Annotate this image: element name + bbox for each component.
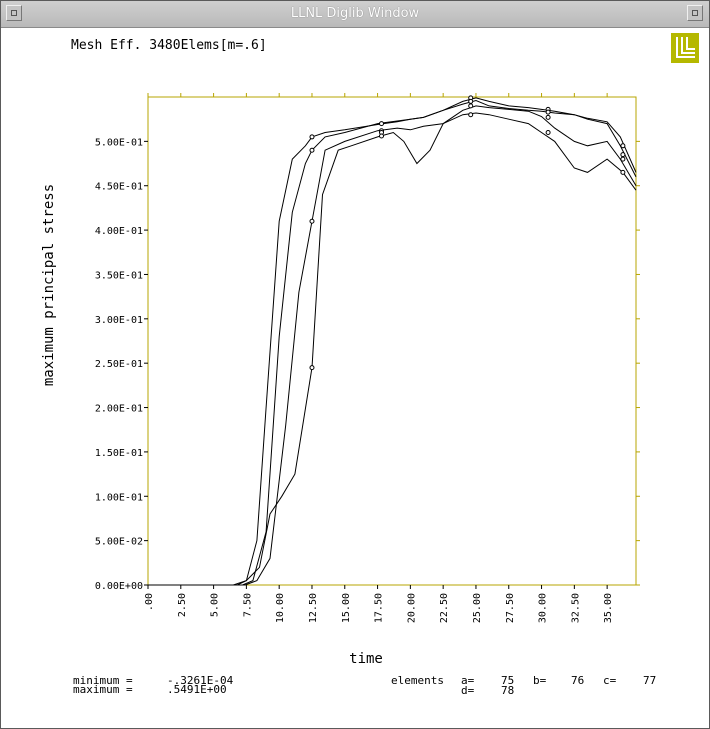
x-tick-label: 30.00 <box>538 593 549 623</box>
y-axis-label: maximum principal stress <box>41 184 57 386</box>
y-tick-label: 3.50E-01 <box>95 270 143 281</box>
y-tick-label: 5.00E-02 <box>95 537 143 548</box>
data-point-marker <box>309 147 315 153</box>
element-d-label: d= <box>461 684 475 697</box>
maximize-icon <box>692 10 698 16</box>
y-tick-label: 4.00E-01 <box>95 226 143 237</box>
data-point-marker <box>545 109 551 115</box>
element-a-label: a= <box>461 674 475 687</box>
element-a-value: 75 <box>501 674 514 687</box>
maximize-button[interactable] <box>687 5 703 21</box>
data-point-marker <box>620 169 626 175</box>
x-tick-label: 22.50 <box>439 593 450 623</box>
axes: 0.00E+00 5.00E-02 1.00E-01 1.50E-01 2.00E-01… <box>95 93 640 623</box>
x-tick-label: 32.50 <box>570 593 581 623</box>
series-line-c <box>148 105 637 586</box>
chart-area: Mesh Eff. 3480Elems[m=.6] 0.00E+00 5.00E-… <box>41 33 699 697</box>
element-b-label: b= <box>533 674 547 687</box>
chart-title: Mesh Eff. 3480Elems[m=.6] <box>71 38 267 53</box>
x-tick-label: .00 <box>144 593 155 611</box>
data-point-marker <box>309 218 315 224</box>
window-menu-icon <box>11 10 17 16</box>
markers-group <box>309 95 626 371</box>
x-tick-label: 20.00 <box>406 593 417 623</box>
data-point-marker <box>309 365 315 371</box>
logo-mark <box>676 37 695 58</box>
x-tick-label: 17.50 <box>374 593 385 623</box>
x-tick-label: 7.50 <box>242 593 253 617</box>
x-tick-label: 27.50 <box>505 593 516 623</box>
x-tick-label: 2.50 <box>177 593 188 617</box>
stats-footer: minimum = -.3261E-04 maximum = .5491E+00 <box>73 674 234 696</box>
window-menu-button[interactable] <box>6 5 22 21</box>
y-tick-label: 4.50E-01 <box>95 182 143 193</box>
data-point-marker <box>620 156 626 162</box>
y-tick-label: 0.00E+00 <box>95 581 143 592</box>
data-point-marker <box>379 121 385 127</box>
llnl-logo <box>671 33 699 63</box>
series-group <box>148 97 637 586</box>
minimum-value: -.3261E-04 <box>167 674 234 687</box>
x-axis-label: time <box>349 651 383 667</box>
data-point-marker <box>545 114 551 120</box>
data-point-marker <box>620 143 626 149</box>
x-tick-label: 10.00 <box>275 593 286 623</box>
data-point-marker <box>468 98 474 104</box>
x-tick-label: 25.00 <box>472 593 483 623</box>
x-tick-label: 15.00 <box>341 593 352 623</box>
maximum-value: .5491E+00 <box>167 683 227 696</box>
minimum-label: minimum = <box>73 674 133 687</box>
x-tick-label: 5.00 <box>210 593 221 617</box>
series-line-d <box>148 112 637 586</box>
data-point-marker <box>620 152 626 158</box>
plot-frame <box>147 96 637 586</box>
x-tick-label: 35.00 <box>603 593 614 623</box>
y-tick-label: 3.00E-01 <box>95 315 143 326</box>
elements-legend: elements a= 75 b= 76 c= 77 d= 78 <box>391 674 656 697</box>
y-tick-label: 5.00E-01 <box>95 137 143 148</box>
series-line-b <box>148 99 637 586</box>
elements-label: elements <box>391 674 444 687</box>
data-point-marker <box>468 112 474 118</box>
y-tick-label: 1.00E-01 <box>95 492 143 503</box>
window-title: LLNL Diglib Window <box>290 6 420 21</box>
element-c-label: c= <box>603 674 617 687</box>
x-tick-label: 12.50 <box>308 593 319 623</box>
data-point-marker <box>545 129 551 135</box>
data-point-marker <box>379 133 385 139</box>
y-tick-label: 2.00E-01 <box>95 404 143 415</box>
element-c-value: 77 <box>643 674 656 687</box>
y-tick-label: 1.50E-01 <box>95 448 143 459</box>
series-line-a <box>148 97 637 586</box>
element-d-value: 78 <box>501 684 514 697</box>
y-tick-label: 2.50E-01 <box>95 359 143 370</box>
title-bar[interactable]: LLNL Diglib Window <box>1 1 709 28</box>
data-point-marker <box>309 134 315 140</box>
data-point-marker <box>468 103 474 109</box>
element-b-value: 76 <box>571 674 584 687</box>
maximum-label: maximum = <box>73 683 133 696</box>
